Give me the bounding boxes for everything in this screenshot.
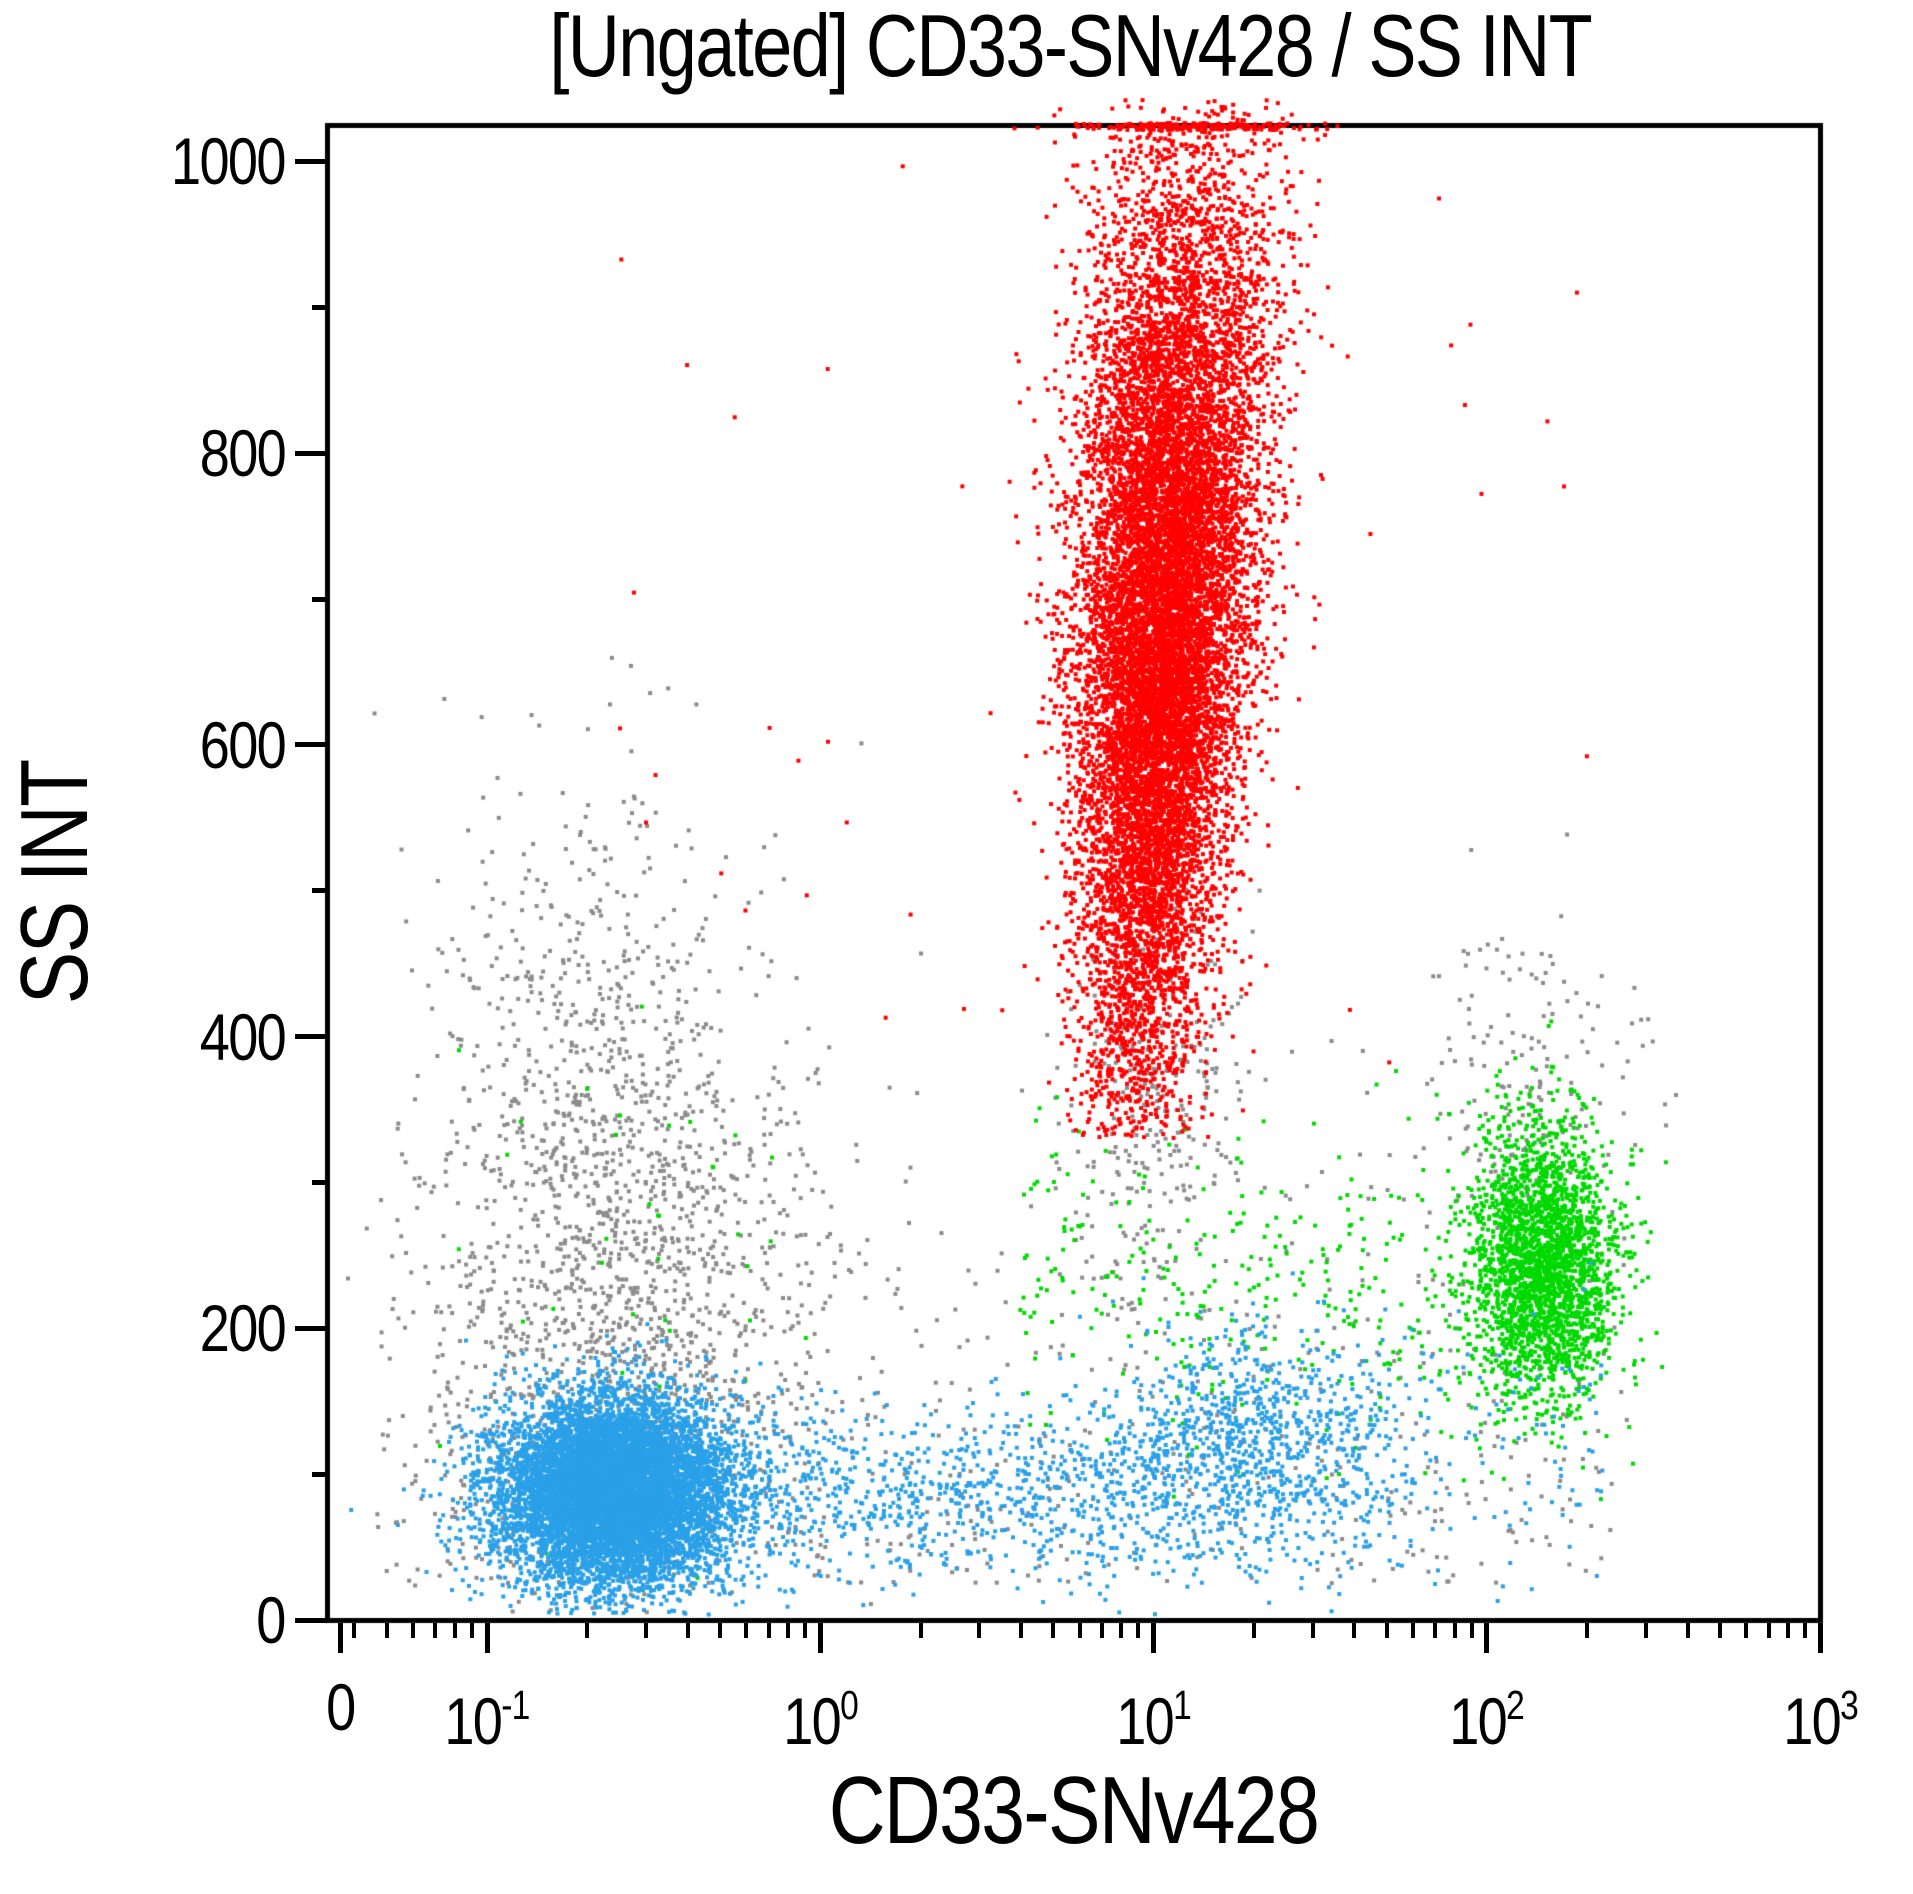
x-axis-minor-tick: [977, 1623, 982, 1638]
y-axis-minor-tick: [312, 1471, 327, 1477]
y-axis-major-tick: [295, 1617, 327, 1623]
x-axis-minor-tick: [1785, 1623, 1790, 1638]
x-axis-minor-tick: [744, 1623, 749, 1638]
x-axis-tick-label: 103: [1690, 1672, 1913, 1756]
x-axis-minor-tick: [1384, 1623, 1389, 1638]
x-axis-minor-tick: [1310, 1623, 1315, 1638]
y-axis-minor-tick: [312, 304, 327, 310]
y-axis-title-text: SS INT: [1, 760, 108, 1004]
x-axis-tick-label-text: 10-1: [444, 1681, 530, 1758]
x-axis-minor-tick: [1433, 1623, 1438, 1638]
y-axis-tick-label-text: 400: [199, 999, 287, 1074]
y-axis-tick-label: 200: [40, 1291, 287, 1366]
y-axis-minor-tick: [312, 596, 327, 602]
x-axis-zero-label-text: 0: [326, 1670, 356, 1744]
x-axis-tick-label: 102: [1357, 1672, 1617, 1756]
x-axis-minor-tick: [352, 1623, 357, 1638]
y-axis-tick-label: 600: [40, 707, 287, 782]
y-axis-title: SS INT: [1, 582, 108, 1182]
x-axis-minor-tick: [452, 1623, 457, 1638]
y-axis-tick-label-text: 1000: [171, 124, 286, 199]
x-axis-minor-tick: [1077, 1623, 1082, 1638]
y-axis-major-tick: [295, 158, 327, 164]
plot-title: [Ungated] CD33-SNv428 / SS INT: [270, 0, 1870, 98]
y-axis-major-tick: [295, 450, 327, 456]
x-axis-tick-label: 100: [690, 1672, 950, 1756]
x-axis-tick-label-text: 103: [1782, 1681, 1859, 1758]
y-axis-tick-label: 0: [40, 1583, 287, 1657]
x-axis-minor-tick: [1685, 1623, 1690, 1638]
x-axis-tick-label-text: 101: [1116, 1681, 1192, 1758]
x-axis-minor-tick: [585, 1623, 590, 1638]
x-axis-minor-tick: [644, 1623, 649, 1638]
x-axis-minor-tick: [766, 1623, 771, 1638]
x-axis-minor-tick: [433, 1623, 438, 1638]
y-axis-tick-label-text: 600: [199, 707, 287, 782]
x-axis-minor-tick: [1766, 1623, 1771, 1638]
y-axis-tick-label: 1000: [40, 124, 286, 199]
plot-title-text: [Ungated] CD33-SNv428 / SS INT: [549, 0, 1592, 95]
x-axis-title-text: CD33-SNv428: [828, 1757, 1320, 1864]
y-axis-tick-label: 400: [40, 999, 287, 1074]
x-axis-minor-tick: [803, 1623, 808, 1638]
x-axis-minor-tick: [1802, 1623, 1807, 1638]
x-axis-minor-tick: [384, 1623, 389, 1638]
x-axis-minor-tick: [1585, 1623, 1590, 1638]
x-axis-minor-tick: [1352, 1623, 1357, 1638]
x-axis-tick-label: 101: [1024, 1672, 1284, 1756]
y-axis-tick-label: 800: [40, 416, 287, 491]
x-axis-minor-tick: [1099, 1623, 1104, 1638]
x-axis-minor-tick: [1018, 1623, 1023, 1638]
x-axis-major-tick: [817, 1623, 823, 1653]
y-axis-minor-tick: [312, 888, 327, 894]
y-axis-tick-label-text: 800: [199, 416, 287, 491]
x-axis-minor-tick: [1452, 1623, 1457, 1638]
x-axis-tick-label-text: 102: [1449, 1681, 1526, 1758]
y-axis-major-tick: [295, 1325, 327, 1331]
x-axis-zero-label: 0: [210, 1672, 470, 1742]
x-axis-major-tick: [484, 1623, 490, 1653]
x-axis-minor-tick: [1251, 1623, 1256, 1638]
x-axis-minor-tick: [1410, 1623, 1415, 1638]
x-axis-minor-tick: [1643, 1623, 1648, 1638]
x-axis-minor-tick: [1119, 1623, 1124, 1638]
x-axis-minor-tick: [1744, 1623, 1749, 1638]
x-axis-minor-tick: [785, 1623, 790, 1638]
x-axis-major-tick: [1484, 1623, 1490, 1653]
x-axis-tick-label-text: 100: [782, 1681, 859, 1758]
x-axis-minor-tick: [685, 1623, 690, 1638]
x-axis-minor-tick: [1051, 1623, 1056, 1638]
x-axis-minor-tick: [411, 1623, 416, 1638]
x-axis-tick-label: 10-1: [357, 1672, 617, 1756]
x-axis-title: CD33-SNv428: [327, 1756, 1820, 1866]
y-axis-minor-tick: [312, 1179, 327, 1185]
y-axis-tick-label-text: 200: [199, 1291, 287, 1366]
x-axis-minor-tick: [1469, 1623, 1474, 1638]
x-axis-minor-tick: [918, 1623, 923, 1638]
y-axis-major-tick: [295, 742, 327, 748]
x-axis-major-tick: [1817, 1623, 1823, 1653]
y-axis-major-tick: [295, 1034, 327, 1040]
x-axis-zero-tick: [337, 1623, 343, 1653]
x-axis-minor-tick: [1136, 1623, 1141, 1638]
x-axis-minor-tick: [1717, 1623, 1722, 1638]
x-axis-major-tick: [1151, 1623, 1157, 1653]
x-axis-minor-tick: [469, 1623, 474, 1638]
x-axis-minor-tick: [717, 1623, 722, 1638]
y-axis-tick-label-text: 0: [256, 1583, 287, 1657]
